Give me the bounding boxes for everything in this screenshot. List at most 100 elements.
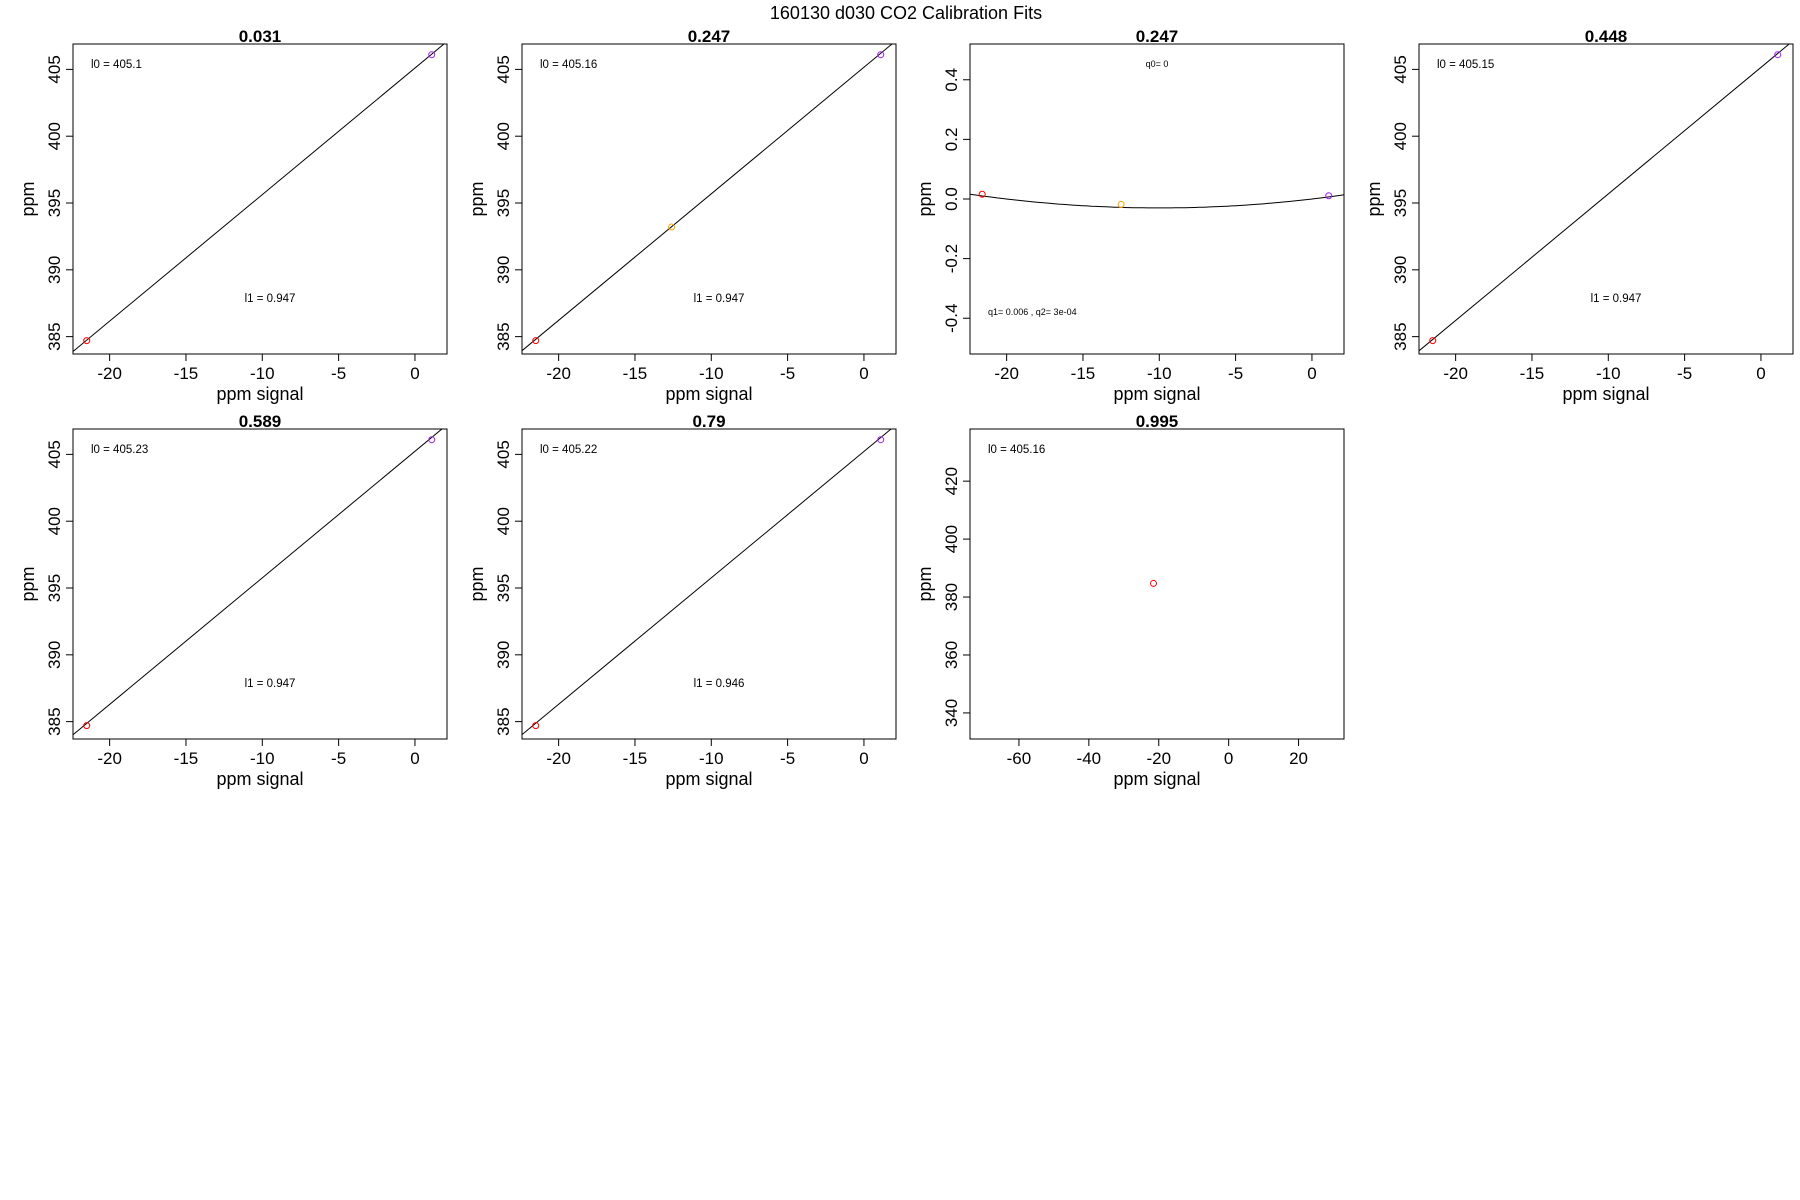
fit-annotation: l0 = 405.15 bbox=[1437, 59, 1494, 71]
data-point-purple bbox=[1325, 192, 1333, 200]
x-tick-label: -10 bbox=[1596, 364, 1621, 383]
x-tick-label: 0 bbox=[410, 364, 419, 383]
x-tick-label: -10 bbox=[699, 364, 724, 383]
plot-frame bbox=[521, 43, 897, 355]
x-tick-label: 0 bbox=[410, 749, 419, 768]
x-tick-label: -15 bbox=[174, 364, 199, 383]
data-point-red bbox=[532, 337, 540, 345]
panel-title: 0.031 bbox=[239, 27, 282, 46]
y-tick-label: 360 bbox=[942, 641, 961, 669]
x-tick-label: -20 bbox=[97, 364, 122, 383]
x-axis-label: ppm signal bbox=[1562, 384, 1649, 404]
panel-title: 0.247 bbox=[1136, 27, 1179, 46]
y-axis-label: ppm bbox=[18, 566, 38, 601]
fit-annotation: q1= 0.006 , q2= 3e-04 bbox=[988, 307, 1077, 317]
y-tick-label: 0.2 bbox=[942, 128, 961, 152]
y-tick-label: 420 bbox=[942, 467, 961, 495]
panel-title: 0.995 bbox=[1136, 412, 1179, 431]
y-tick-label: 400 bbox=[494, 507, 513, 535]
panel-title: 0.448 bbox=[1585, 27, 1628, 46]
fit-annotation: l0 = 405.16 bbox=[988, 444, 1045, 456]
x-tick-label: 0 bbox=[859, 749, 868, 768]
y-tick-label: 390 bbox=[494, 641, 513, 669]
data-point-purple bbox=[428, 51, 436, 59]
y-tick-label: 390 bbox=[45, 641, 64, 669]
y-tick-label: 390 bbox=[1391, 256, 1410, 284]
y-tick-label: 395 bbox=[494, 189, 513, 217]
x-tick-label: -10 bbox=[250, 364, 275, 383]
data-point-purple bbox=[1774, 51, 1782, 59]
panel-5: 0.589 -20 -15 -10 -5 0 385 390 395 400 405 ppm sign… bbox=[18, 412, 448, 789]
y-tick-label: 405 bbox=[494, 55, 513, 83]
x-tick-label: -15 bbox=[1071, 364, 1096, 383]
x-axis-label: ppm signal bbox=[216, 384, 303, 404]
y-tick-label: 0.0 bbox=[942, 187, 961, 211]
x-tick-label: -60 bbox=[1007, 749, 1032, 768]
y-tick-label: 400 bbox=[45, 507, 64, 535]
panel-6: 0.79 -20 -15 -10 -5 0 385 390 395 400 405 ppm signa… bbox=[467, 412, 897, 789]
x-tick-label: -15 bbox=[623, 749, 648, 768]
x-axis-label: ppm signal bbox=[665, 769, 752, 789]
x-tick-label: -5 bbox=[780, 749, 795, 768]
y-axis-label: ppm bbox=[18, 181, 38, 216]
x-tick-label: -15 bbox=[623, 364, 648, 383]
data-point-red bbox=[532, 722, 540, 730]
x-tick-label: 0 bbox=[1307, 364, 1316, 383]
y-tick-label: 340 bbox=[942, 699, 961, 727]
x-tick-label: -10 bbox=[699, 749, 724, 768]
y-tick-label: 405 bbox=[494, 440, 513, 468]
x-tick-label: -20 bbox=[546, 364, 571, 383]
panels: 0.031 -20 -15 -10 -5 0 385 390 395 400 405 ppm sign… bbox=[18, 27, 1794, 789]
plot-frame bbox=[72, 428, 448, 740]
y-axis-label: ppm bbox=[1364, 181, 1384, 216]
x-tick-label: -5 bbox=[1228, 364, 1243, 383]
fit-annotation: l0 = 405.23 bbox=[91, 444, 148, 456]
fit-annotation: q0= 0 bbox=[1146, 59, 1169, 69]
x-tick-label: -20 bbox=[994, 364, 1019, 383]
x-tick-label: -40 bbox=[1077, 749, 1102, 768]
data-point-purple bbox=[877, 51, 885, 59]
data-point-orange bbox=[1117, 200, 1125, 208]
x-tick-label: -20 bbox=[97, 749, 122, 768]
panel-title: 0.589 bbox=[239, 412, 282, 431]
y-tick-label: 395 bbox=[45, 189, 64, 217]
fit-annotation: l0 = 405.1 bbox=[91, 59, 142, 71]
fit-annotation: l0 = 405.16 bbox=[540, 59, 597, 71]
fit-annotation: l1 = 0.947 bbox=[1591, 293, 1642, 305]
x-tick-label: -20 bbox=[546, 749, 571, 768]
x-tick-label: -5 bbox=[780, 364, 795, 383]
x-tick-label: -5 bbox=[331, 749, 346, 768]
data-point-purple bbox=[877, 436, 885, 444]
y-tick-label: 390 bbox=[494, 256, 513, 284]
y-tick-label: -0.2 bbox=[942, 244, 961, 273]
y-tick-label: 380 bbox=[942, 583, 961, 611]
y-tick-label: 390 bbox=[45, 256, 64, 284]
y-tick-label: 385 bbox=[494, 322, 513, 350]
x-tick-label: -5 bbox=[331, 364, 346, 383]
x-tick-label: 20 bbox=[1289, 749, 1308, 768]
y-tick-label: 400 bbox=[1391, 122, 1410, 150]
plot-frame bbox=[1418, 43, 1794, 355]
x-tick-label: -15 bbox=[174, 749, 199, 768]
x-tick-label: -15 bbox=[1520, 364, 1545, 383]
fit-line bbox=[522, 429, 892, 736]
x-tick-label: -5 bbox=[1677, 364, 1692, 383]
x-axis-label: ppm signal bbox=[216, 769, 303, 789]
panel-1: 0.031 -20 -15 -10 -5 0 385 390 395 400 405 ppm sign… bbox=[18, 27, 448, 404]
fit-line bbox=[970, 193, 1344, 209]
data-point-red bbox=[83, 337, 91, 345]
panel-title: 0.247 bbox=[688, 27, 731, 46]
x-tick-label: -20 bbox=[1443, 364, 1468, 383]
y-tick-label: 385 bbox=[1391, 322, 1410, 350]
x-tick-label: -10 bbox=[250, 749, 275, 768]
y-tick-label: 385 bbox=[45, 707, 64, 735]
panel-2: 0.247 -20 -15 -10 -5 0 385 390 395 400 405 ppm sign… bbox=[467, 27, 897, 404]
y-tick-label: 395 bbox=[494, 574, 513, 602]
y-tick-label: 0.4 bbox=[942, 68, 961, 92]
y-tick-label: 405 bbox=[45, 440, 64, 468]
figure-suptitle: 160130 d030 CO2 Calibration Fits bbox=[770, 3, 1042, 23]
y-axis-label: ppm bbox=[467, 566, 487, 601]
fit-line bbox=[73, 44, 445, 353]
fit-line bbox=[522, 44, 893, 352]
